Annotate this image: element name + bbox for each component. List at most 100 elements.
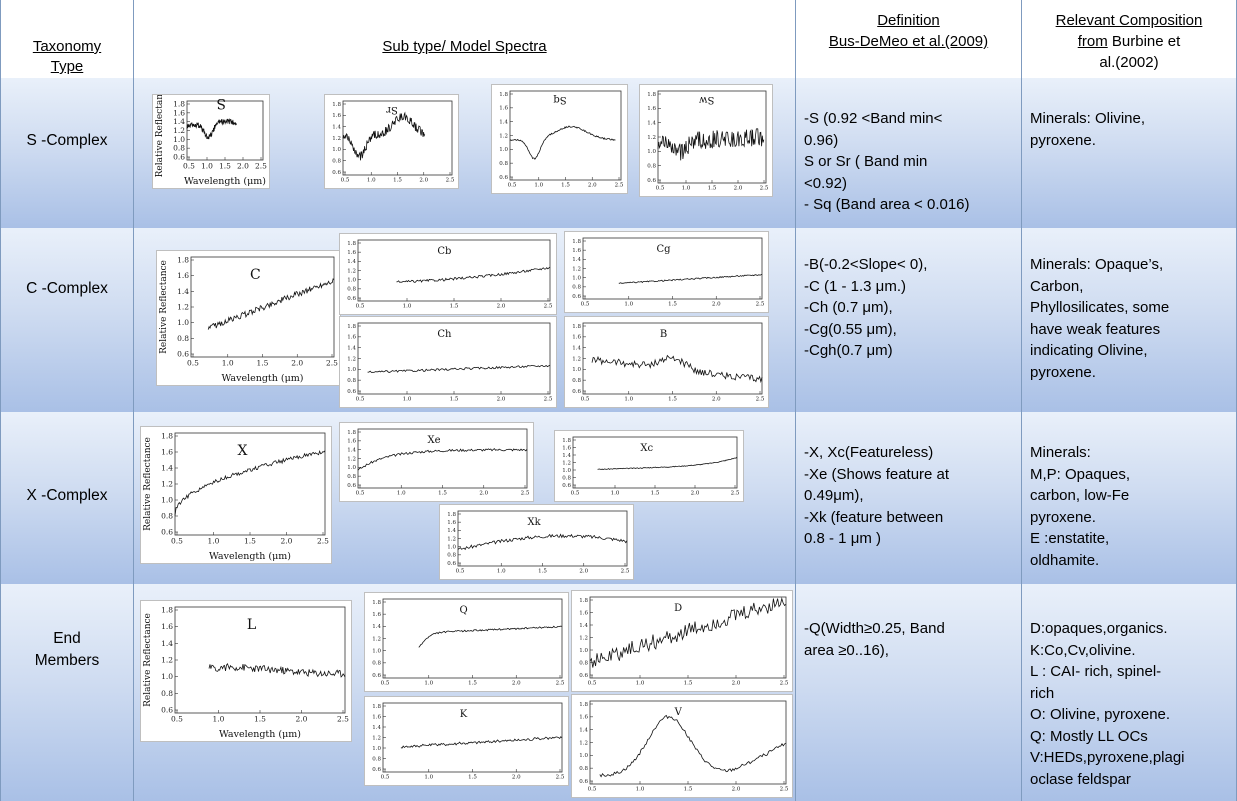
composition-line: O: Olivine, pyroxene. [1030, 706, 1171, 723]
y-tick-label: 0.6 [347, 483, 356, 489]
y-tick-label: 1.6 [572, 335, 581, 341]
x-tick-label: 2.0 [497, 304, 506, 310]
x-tick-label: 0.5 [581, 397, 590, 403]
y-tick-label: 0.8 [562, 475, 571, 481]
composition-text: Minerals: M,P: Opaques, carbon, low-Fe p… [1030, 442, 1230, 571]
y-tick-label: 1.8 [173, 100, 185, 109]
x-tick-label: 2.0 [732, 787, 741, 793]
x-tick-label: 1.5 [254, 715, 266, 724]
y-tick-label: 1.8 [572, 239, 581, 245]
spectrum-plot-sq: 0.5 1.0 1.5 2.0 2.5 0.6 0.8 1.0 1.2 1.4 1.6 1.8 Sq [491, 84, 628, 194]
y-tick-label: 1.8 [372, 600, 381, 606]
x-tick-label: 1.5 [257, 359, 269, 368]
y-axis-label: Relative Reflectance [159, 260, 169, 354]
spectra-cell: 0.5 1.0 1.5 2.0 2.5 0.6 0.8 1.0 1.2 1.4 1.6 1.8 X Wav… [134, 412, 796, 584]
y-tick-label: 1.0 [579, 648, 588, 654]
definition-cell: -B(-0.2<Slope< 0), -C (1 - 1.3 μm.) -Ch … [796, 228, 1022, 412]
y-tick-label: 0.6 [579, 779, 588, 785]
y-tick-label: 1.2 [562, 460, 571, 466]
x-tick-label: 1.0 [201, 162, 213, 171]
spectrum-plot-k: 0.5 1.0 1.5 2.0 2.5 0.6 0.8 1.0 1.2 1.4 1.6 1.8 K [364, 696, 569, 786]
x-tick-label: 2.5 [556, 681, 565, 687]
y-tick-label: 1.4 [177, 287, 189, 296]
composition-line: Q: Mostly LL OCs [1030, 727, 1148, 745]
y-tick-label: 0.6 [572, 389, 581, 395]
spectra-cell: 0.5 1.0 1.5 2.0 2.5 0.6 0.8 1.0 1.2 1.4 1.6 1.8 C Wav… [134, 228, 796, 412]
spectrum-line [657, 128, 765, 161]
y-tick-label: 1.4 [579, 623, 588, 629]
spectrum-plot-b: 0.5 1.0 1.5 2.0 2.5 0.6 0.8 1.0 1.2 1.4 1.6 1.8 B [564, 316, 769, 408]
y-tick-label: 1.8 [447, 512, 456, 518]
definition-line: -S (0.92 <Band min< [804, 110, 943, 127]
spectrum-plot-sw: 0.5 1.0 1.5 2.0 2.5 0.6 0.8 1.0 1.2 1.4 1.6 1.8 Sw [639, 84, 773, 197]
spectrum-plot-xc: 0.5 1.0 1.5 2.0 2.5 0.6 0.8 1.0 1.2 1.4 1.6 1.8 Xc [554, 430, 744, 502]
x-tick-label: 2.5 [544, 397, 553, 403]
header-subtype-label: Sub type/ Model Spectra [382, 38, 547, 55]
y-tick-label: 0.6 [447, 561, 456, 567]
composition-text: Minerals: Olivine, pyroxene. [1030, 108, 1230, 151]
spectrum-line [599, 714, 787, 778]
spectrum-line [509, 125, 616, 160]
y-tick-label: 0.8 [347, 287, 356, 293]
composition-line: E :enstatite, [1030, 530, 1110, 547]
x-tick-label: 1.0 [403, 304, 412, 310]
y-tick-label: 1.2 [447, 536, 456, 542]
definition-cell: -S (0.92 <Band min< 0.96) S or Sr ( Band… [796, 78, 1022, 228]
x-tick-label: 1.0 [636, 681, 645, 687]
y-tick-label: 1.6 [347, 439, 356, 445]
x-tick-label: 1.5 [651, 491, 660, 497]
composition-text: Minerals: Opaque’s, Carbon, Phyllosilica… [1030, 254, 1230, 383]
x-tick-label: 1.5 [450, 397, 459, 403]
header-composition: Relevant Composition from Burbine et al.… [1022, 0, 1237, 78]
header-taxonomy-line1: Taxonomy [32, 38, 102, 55]
definition-line: - Sq (Band area < 0.016) [804, 196, 970, 213]
spectrum-line [207, 278, 335, 330]
definition-line: -Q(Width≥0.25, Band [804, 620, 945, 637]
x-tick-label: 2.0 [734, 186, 743, 192]
definition-text: -X, Xc(Featureless) -Xe (Shows feature a… [804, 442, 1015, 550]
header-composition-line2: from Burbine et [1022, 31, 1236, 52]
composition-line: carbon, low-Fe [1030, 487, 1130, 504]
y-tick-label: 1.4 [572, 257, 581, 263]
x-tick-label: 2.5 [446, 178, 455, 184]
x-tick-label: 2.0 [281, 537, 293, 546]
composition-line: D:opaques,organics. [1030, 620, 1168, 637]
y-tick-label: 1.4 [173, 117, 185, 126]
plot-frame [357, 428, 528, 489]
y-tick-label: 1.2 [579, 740, 588, 746]
definition-line: 0.8 - 1 μm ) [804, 530, 881, 547]
y-tick-label: 1.8 [347, 430, 356, 436]
plot-frame [589, 700, 787, 785]
spectrum-plot-cb: 0.5 1.0 1.5 2.0 2.5 0.6 0.8 1.0 1.2 1.4 1.6 1.8 Cb [339, 233, 557, 315]
y-tick-label: 1.8 [161, 432, 173, 441]
y-tick-label: 0.6 [499, 175, 508, 181]
y-tick-label: 1.4 [347, 346, 356, 352]
spectrum-line [174, 450, 326, 516]
spectrum-line [418, 625, 563, 648]
type-cell: S -Complex [0, 78, 134, 228]
plot-title: Sw [698, 94, 714, 105]
y-tick-label: 1.2 [347, 356, 356, 362]
composition-cell: Minerals: Olivine, pyroxene. [1022, 78, 1237, 228]
y-tick-label: 0.6 [332, 170, 341, 176]
composition-line: rich [1030, 684, 1055, 702]
y-tick-label: 1.6 [579, 715, 588, 721]
header-definition-line1: Definition [877, 12, 940, 29]
spectrum-plot-q: 0.5 1.0 1.5 2.0 2.5 0.6 0.8 1.0 1.2 1.4 1.6 1.8 Q [364, 592, 569, 692]
x-tick-label: 2.5 [326, 359, 338, 368]
plot-title: Ch [437, 329, 452, 340]
spectrum-plot-c: 0.5 1.0 1.5 2.0 2.5 0.6 0.8 1.0 1.2 1.4 1.6 1.8 C Wav… [156, 250, 341, 386]
composition-line: K:Co,Cv,olivine. [1030, 641, 1136, 659]
x-tick-label: 2.5 [756, 397, 765, 403]
y-tick-label: 1.4 [572, 346, 581, 352]
header-composition-author: Burbine et [1111, 33, 1181, 50]
y-tick-label: 1.4 [372, 725, 381, 731]
composition-line: Minerals: Olivine, [1030, 110, 1146, 127]
x-tick-label: 2.0 [512, 775, 521, 781]
x-tick-label: 1.0 [624, 397, 633, 403]
plot-frame [572, 436, 738, 489]
y-tick-label: 1.0 [579, 753, 588, 759]
x-tick-label: 0.5 [571, 491, 580, 497]
y-tick-label: 1.6 [177, 271, 189, 280]
